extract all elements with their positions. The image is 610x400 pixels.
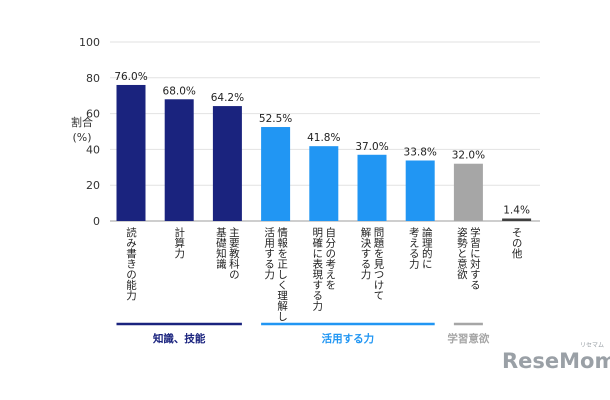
y-axis-label: 割合 <box>71 115 93 129</box>
category-label: その他 <box>511 227 523 259</box>
data-label: 68.0% <box>163 85 196 97</box>
category-label: 問題を見つけて <box>373 227 385 301</box>
category-label: 情報を正しく理解し <box>276 226 288 321</box>
bar <box>164 99 194 221</box>
category-label: 明確に表現する力 <box>311 227 323 312</box>
category-label: 活用する力 <box>263 227 275 280</box>
watermark-ruby: リセマム <box>580 342 604 349</box>
bar <box>261 127 291 221</box>
data-label: 32.0% <box>452 150 485 162</box>
data-labels: 76.0% 68.0% 64.2% 52.5% 41.8% 37.0% 33.8% 32.0%… <box>114 71 530 217</box>
y-tick-label: 20 <box>86 179 100 192</box>
category-label: 論理的に <box>421 226 433 269</box>
data-label: 64.2% <box>211 92 244 104</box>
bar <box>502 218 532 221</box>
group-brackets: 知識、技能 活用する力 学習意欲 <box>116 322 490 345</box>
category-label: 解決する力 <box>360 226 372 280</box>
category-label: 読み書きの能力 <box>125 226 137 301</box>
y-tick-label: 100 <box>79 36 100 49</box>
category-label: 計算力 <box>173 226 185 259</box>
category-label: 基礎知識 <box>215 226 227 270</box>
data-label: 37.0% <box>355 141 388 153</box>
data-label: 76.0% <box>114 71 147 83</box>
category-label: 自分の考えを <box>324 226 336 290</box>
category-label: 主要教科の <box>228 227 240 280</box>
bar <box>309 146 339 221</box>
data-label: 1.4% <box>503 204 530 216</box>
watermark-logo: ReseMom リセマム <box>502 342 610 373</box>
category-label: 学習に対する <box>469 226 481 290</box>
data-label: 33.8% <box>404 146 437 158</box>
watermark-text: ReseMom <box>502 349 610 373</box>
group-label: 知識、技能 <box>153 332 206 345</box>
data-label: 52.5% <box>259 113 292 125</box>
y-axis-label: (%) <box>72 131 91 144</box>
data-label: 41.8% <box>307 132 340 144</box>
category-label: 姿勢と意欲 <box>456 226 468 280</box>
y-tick-label: 60 <box>86 108 100 121</box>
bars <box>116 84 532 222</box>
y-tick-label: 80 <box>86 72 100 85</box>
group-label: 活用する力 <box>322 332 375 345</box>
bar <box>212 106 242 221</box>
y-axis: 0 20 40 60 80 100 割合 (%) <box>71 36 100 228</box>
bar <box>453 163 483 221</box>
y-tick-label: 0 <box>93 215 100 228</box>
group-label: 学習意欲 <box>447 332 489 345</box>
category-label: 考える力 <box>408 227 420 270</box>
bar <box>116 84 146 222</box>
y-tick-label: 40 <box>86 143 100 156</box>
bar <box>405 160 435 221</box>
bar <box>357 154 387 221</box>
